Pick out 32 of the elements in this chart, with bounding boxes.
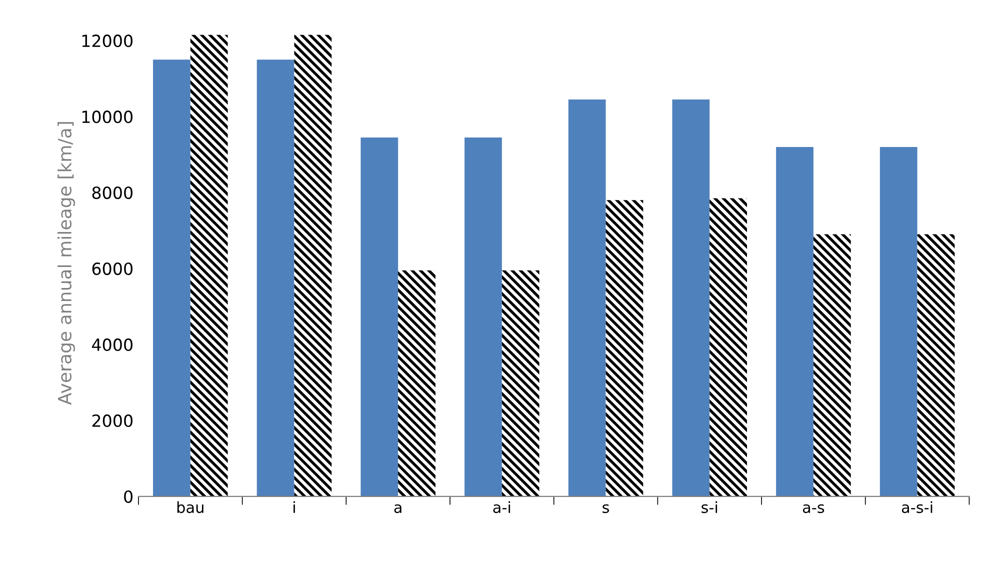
- bar: [880, 146, 918, 496]
- y-axis-title: Average annual mileage [km/a]: [58, 122, 76, 405]
- x-tick-label: a-s-i: [902, 501, 932, 514]
- bar: [917, 234, 955, 496]
- bar: [256, 60, 294, 496]
- bar: [672, 99, 710, 496]
- x-tick-label: s: [602, 504, 609, 514]
- bar: [502, 270, 540, 496]
- bar: [776, 146, 814, 496]
- bar: [568, 99, 606, 496]
- bar: [398, 270, 436, 496]
- y-tick-label: 12000: [82, 34, 132, 48]
- bar: [813, 234, 851, 496]
- y-tick-label: 4000: [92, 338, 132, 352]
- bar: [464, 137, 502, 496]
- y-tick-label: 6000: [92, 262, 132, 276]
- x-tick-label: a-i: [493, 501, 510, 514]
- bar: [190, 34, 228, 496]
- y-tick-label: 10000: [82, 110, 132, 124]
- bar: [606, 200, 644, 496]
- x-tick-label: a-s: [802, 504, 824, 514]
- bar: [360, 137, 398, 496]
- y-tick-label: 8000: [92, 186, 132, 200]
- y-tick-label: 0: [124, 490, 132, 503]
- x-tick-label: bau: [177, 501, 204, 514]
- bar: [294, 34, 332, 496]
- x-tick-label: s-i: [702, 501, 718, 514]
- bar: [153, 60, 190, 496]
- x-tick-label: i: [294, 501, 295, 513]
- y-tick-label: 2000: [92, 414, 132, 427]
- bar: [710, 198, 747, 496]
- x-tick-label: a: [394, 504, 402, 514]
